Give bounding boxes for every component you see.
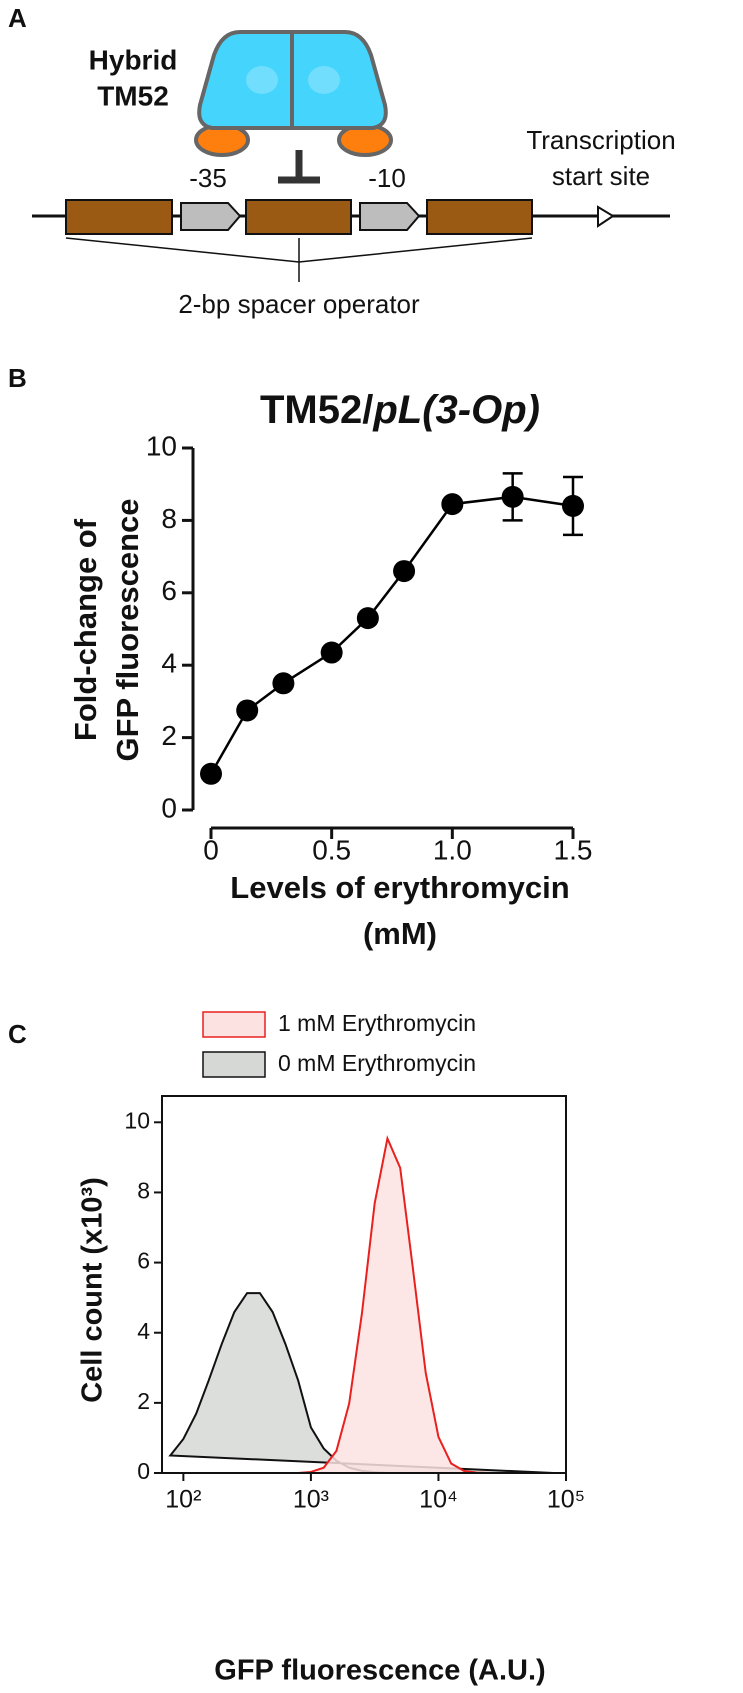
panel-label: C <box>8 1019 27 1049</box>
promoter-label: -10 <box>368 163 406 193</box>
data-line <box>209 495 574 775</box>
protein-label: Hybrid <box>89 44 178 75</box>
y-axis-label: Cell count (x10³) <box>77 1177 109 1403</box>
y-tick-label: 2 <box>161 720 177 751</box>
marker <box>441 493 464 516</box>
promoter-label: -35 <box>189 163 227 193</box>
title-part: TM52/ <box>260 388 373 432</box>
marker <box>356 607 379 630</box>
marker <box>393 560 416 583</box>
panel-label: B <box>8 363 27 393</box>
dna <box>32 199 670 282</box>
x-tick-label: 10² <box>165 1486 201 1514</box>
protein-label: TM52 <box>97 80 169 111</box>
marker <box>320 641 343 664</box>
chart-title: TM52/pL(3-Op) <box>260 388 540 432</box>
legend-swatch <box>202 1051 266 1078</box>
x-tick-label: 0.5 <box>312 834 351 865</box>
legend-swatch <box>202 1011 266 1038</box>
repressor-protein <box>194 30 393 157</box>
marker <box>562 494 584 517</box>
y-tick-label: 8 <box>161 503 177 534</box>
marker <box>501 485 524 508</box>
x-axis-label: GFP fluorescence (A.U.) <box>214 1655 545 1687</box>
tss-label: start site <box>552 161 650 191</box>
x-tick-label: 1.0 <box>433 834 472 865</box>
panel-label: A <box>8 3 27 33</box>
x-tick-label: 0 <box>203 834 219 865</box>
tss-label: Transcription <box>526 125 675 155</box>
y-tick-label: 0 <box>137 1458 150 1484</box>
y-axis-label: GFP fluorescence <box>110 498 145 761</box>
y-tick-label: 6 <box>161 575 177 606</box>
y-tick-label: 4 <box>161 648 177 679</box>
marker <box>236 699 259 722</box>
y-tick-label: 2 <box>137 1388 150 1414</box>
y-tick-label: 10 <box>146 430 177 461</box>
marker <box>272 672 295 695</box>
y-tick-label: 10 <box>124 1107 150 1133</box>
y-tick-label: 6 <box>137 1248 150 1274</box>
x-axis-label: Levels of erythromycin <box>230 870 569 905</box>
legend-label: 0 mM Erythromycin <box>278 1050 476 1076</box>
x-tick-label: 10³ <box>293 1486 329 1514</box>
plot-frame <box>161 1095 567 1474</box>
y-axis-label: Fold-change of <box>68 518 103 741</box>
legend-label: 1 mM Erythromycin <box>278 1010 476 1036</box>
y-tick-label: 8 <box>137 1178 150 1204</box>
x-axis-label: (mM) <box>363 916 437 951</box>
x-tick-label: 10⁵ <box>547 1486 585 1514</box>
marker <box>200 762 222 785</box>
x-tick-label: 1.5 <box>554 834 593 865</box>
y-tick-label: 0 <box>161 792 177 823</box>
repression-symbol <box>278 150 320 184</box>
x-tick-label: 10⁴ <box>419 1486 458 1514</box>
title-part: pL(3-Op) <box>372 388 540 432</box>
y-tick-label: 4 <box>137 1318 150 1344</box>
operator-label: 2-bp spacer operator <box>178 289 420 319</box>
